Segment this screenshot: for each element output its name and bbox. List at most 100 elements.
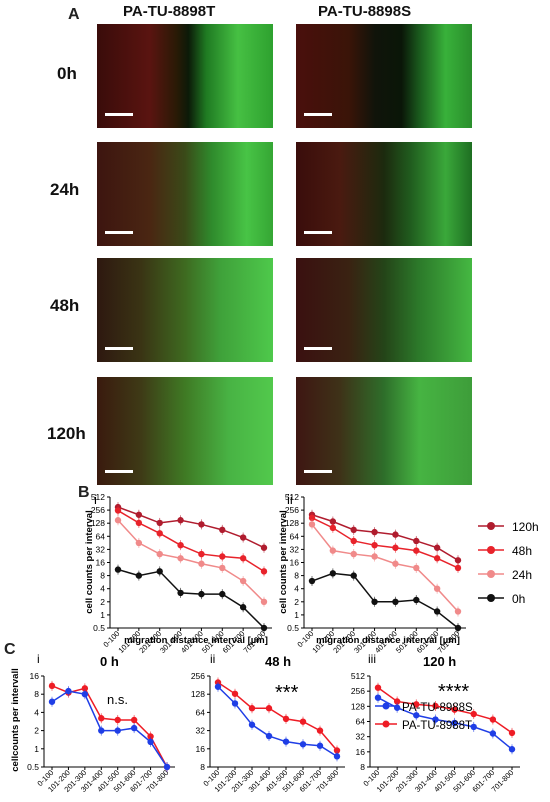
y-tick-label: 64: [356, 717, 366, 727]
y-tick-label: 8: [294, 571, 299, 581]
data-point: [156, 550, 163, 558]
series-line-24h: [311, 523, 459, 612]
data-point: [470, 723, 477, 731]
y-tick-label: 64: [96, 531, 106, 541]
chart-c-i-title: 0 h: [100, 654, 119, 669]
scale-bar: [304, 113, 332, 116]
data-point: [454, 564, 462, 572]
data-point: [260, 624, 268, 632]
time-label-120h: 120h: [47, 424, 86, 443]
data-point: [508, 746, 516, 753]
panel-c-sub-ii: ii: [210, 652, 216, 666]
series-line-48h: [117, 509, 265, 573]
data-point: [282, 715, 290, 723]
data-point: [350, 537, 357, 545]
data-point: [260, 568, 268, 575]
micrograph-8898s-24h: [296, 142, 472, 246]
data-point: [219, 564, 226, 572]
micrograph-8898s-120h: [296, 377, 472, 485]
chart-b-i: 0.512481632641282565120-100101-200201-30…: [84, 492, 272, 655]
data-point: [454, 624, 462, 632]
legend-label-48h: 48h: [512, 544, 532, 558]
data-point: [371, 598, 378, 605]
data-point: [81, 691, 89, 698]
data-point: [48, 698, 56, 705]
annotation-ns: n.s.: [107, 692, 128, 707]
data-point: [198, 560, 205, 567]
data-point: [81, 685, 89, 692]
data-point: [239, 604, 247, 611]
micrograph-8898t-24h: [97, 142, 273, 246]
micrograph-8898t-0h: [97, 24, 273, 128]
data-point: [147, 738, 154, 746]
scale-bar: [105, 470, 133, 473]
data-point: [239, 534, 247, 541]
data-point: [260, 598, 268, 605]
legend-b: 120h 48h 24h 0h: [478, 520, 539, 606]
data-point: [470, 710, 477, 718]
data-point: [135, 539, 143, 547]
data-point: [198, 521, 205, 528]
y-tick-label: 2: [294, 597, 299, 607]
data-point: [329, 518, 337, 525]
y-axis-label: cellcounts per intervall: [10, 668, 21, 771]
y-tick-label: 512: [285, 492, 299, 502]
data-point: [371, 541, 378, 549]
data-point: [308, 577, 316, 585]
data-point: [98, 715, 105, 722]
scale-bar: [105, 347, 133, 350]
y-tick-label: 0.5: [93, 623, 105, 633]
data-point: [231, 690, 239, 697]
y-axis-label: cell counts per interval: [278, 510, 289, 613]
data-point: [214, 683, 222, 690]
legend-marker-8988t: [382, 720, 390, 728]
panel-b-letter: B: [78, 484, 90, 501]
data-point: [156, 519, 163, 527]
column-title-8898t: PA-TU-8898T: [123, 3, 216, 20]
data-point: [177, 589, 184, 597]
data-point: [489, 730, 497, 737]
chart-c-ii: 81632641282560-100101-200201-300301-4004…: [191, 671, 345, 794]
data-point: [156, 568, 163, 575]
data-point: [219, 590, 226, 598]
chart-c-iii-title: 120 h: [423, 654, 457, 669]
series-line-120h: [117, 506, 265, 549]
data-point: [413, 712, 420, 719]
legend-label-24h: 24h: [512, 568, 532, 582]
data-point: [114, 566, 122, 573]
y-tick-label: 16: [290, 558, 300, 568]
y-tick-label: 0.5: [287, 623, 299, 633]
y-axis-label: cell counts per interval: [84, 510, 95, 613]
legend-label-0h: 0h: [512, 592, 525, 606]
y-tick-label: 4: [294, 584, 299, 594]
data-point: [489, 716, 497, 723]
y-tick-label: 512: [91, 492, 105, 502]
scale-bar: [304, 231, 332, 234]
data-point: [433, 585, 441, 592]
data-point: [48, 682, 56, 690]
micrograph-8898s-48h: [296, 258, 472, 362]
series-line-48h: [311, 517, 459, 569]
data-point: [393, 698, 401, 705]
chart-c-ii-title: 48 h: [265, 654, 292, 669]
data-point: [248, 705, 256, 712]
legend-marker-120h: [487, 522, 495, 530]
data-point: [130, 716, 138, 724]
data-point: [333, 753, 341, 760]
series-line-PA-TU-8988S: [377, 697, 513, 750]
data-point: [308, 521, 316, 528]
y-tick-label: 4: [34, 707, 39, 717]
y-tick-label: 8: [200, 762, 205, 772]
data-point: [413, 596, 420, 604]
data-point: [413, 547, 420, 554]
data-point: [392, 560, 399, 567]
y-tick-label: 16: [356, 747, 366, 757]
data-point: [432, 702, 439, 710]
data-point: [177, 541, 184, 549]
y-tick-label: 256: [191, 671, 205, 681]
legend-label-120h: 120h: [512, 520, 539, 534]
y-tick-label: 1: [100, 610, 105, 620]
data-point: [413, 537, 420, 545]
data-point: [508, 729, 516, 737]
